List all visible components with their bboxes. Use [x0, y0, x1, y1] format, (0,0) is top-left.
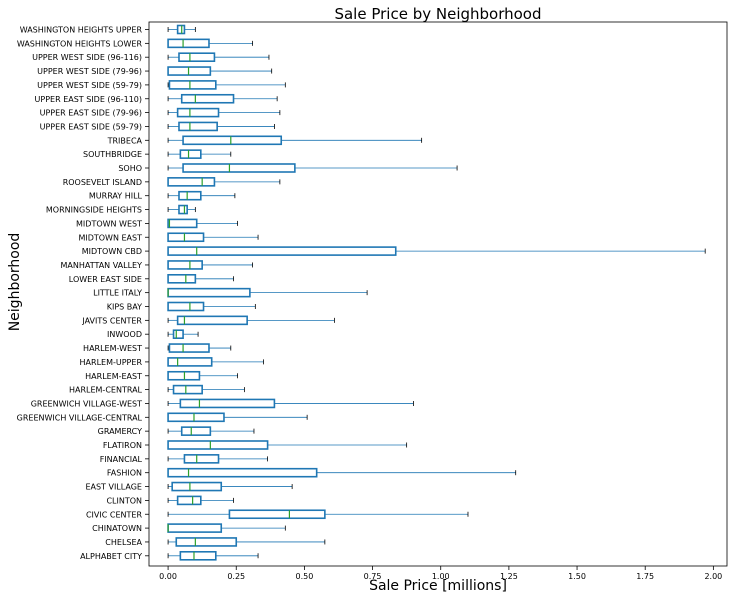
box [167, 412, 225, 423]
box [179, 550, 217, 561]
category-label: UPPER WEST SIDE (96-116) [32, 53, 142, 62]
x-tick-label: 0.75 [364, 572, 382, 581]
category-label: KIPS BAY [107, 303, 142, 312]
box [228, 509, 326, 520]
category-label: UPPER EAST SIDE (96-110) [35, 95, 142, 104]
x-tick-label: 2.00 [704, 572, 722, 581]
category-label: LOWER EAST SIDE [69, 275, 142, 284]
category-label: ROOSEVELT ISLAND [63, 178, 142, 187]
x-tick-label: 1.25 [500, 572, 518, 581]
box [167, 273, 197, 284]
x-tick-label: 0.00 [159, 572, 177, 581]
plot-area: 0.00 0.25 0.50 0.75 1.00 1.25 1.50 1.75 2.00 WASH… [17, 21, 728, 581]
box [172, 384, 203, 395]
box [167, 218, 198, 229]
category-label: FLATIRON [103, 441, 142, 450]
box [178, 204, 188, 215]
category-label: ALPHABET CITY [80, 552, 142, 561]
category-label: HARLEM-EAST [85, 372, 142, 381]
category-label: FASHION [107, 469, 142, 478]
box [178, 121, 218, 132]
category-label: HARLEM-UPPER [80, 358, 143, 367]
category-label: EAST VILLAGE [85, 483, 142, 492]
box [167, 467, 318, 478]
category-label: MIDTOWN CBD [82, 247, 142, 256]
box [182, 135, 283, 146]
box [168, 80, 217, 90]
category-label: CLINTON [106, 496, 142, 505]
box [178, 52, 216, 63]
category-label: HARLEM-CENTRAL [69, 386, 143, 395]
box [167, 370, 201, 381]
category-label: UPPER EAST SIDE (59-79) [40, 122, 142, 131]
category-label: WASHINGTON HEIGHTS LOWER [17, 39, 143, 48]
category-label: GRAMERCY [98, 427, 142, 436]
category-label: TRIBECA [107, 136, 143, 145]
axes-frame [148, 21, 728, 567]
box [176, 24, 186, 35]
x-tick-label: 1.50 [568, 572, 586, 581]
box [178, 190, 202, 201]
box [167, 246, 397, 256]
x-axis-title: Sale Price [millions] [369, 578, 507, 594]
category-label: MANHATTAN VALLEY [60, 261, 142, 270]
category-label: MIDTOWN EAST [78, 233, 142, 242]
box [167, 66, 212, 76]
category-label: SOHO [118, 164, 142, 173]
box [167, 232, 205, 243]
x-tick-label: 1.00 [432, 572, 450, 581]
category-label: UPPER WEST SIDE (79-96) [37, 67, 142, 76]
box [172, 329, 184, 340]
category-label: JAVITS CENTER [81, 316, 142, 325]
category-label: MORNINGSIDE HEIGHTS [46, 206, 142, 215]
category-label: GREENWICH VILLAGE-CENTRAL [17, 413, 143, 422]
category-label: LITTLE ITALY [93, 289, 142, 298]
category-label: FINANCIAL [100, 455, 143, 464]
x-tick-label: 1.75 [636, 572, 654, 581]
category-label: CIVIC CENTER [86, 510, 142, 519]
box [179, 398, 276, 409]
category-label: MURRAY HILL [89, 192, 143, 201]
box [167, 260, 203, 270]
box [179, 149, 202, 159]
category-label: CHINATOWN [92, 524, 142, 533]
box [171, 481, 223, 492]
category-label: GREENWICH VILLAGE-WEST [31, 399, 142, 408]
box [168, 343, 210, 353]
box [176, 107, 220, 118]
x-tick-label: 0.50 [295, 572, 313, 581]
category-label: UPPER WEST SIDE (59-79) [37, 81, 142, 90]
box [167, 177, 216, 187]
y-axis-title: Neighborhood [7, 233, 23, 332]
category-label: MIDTOWN WEST [76, 219, 142, 228]
category-label: CHELSEA [105, 538, 142, 547]
chart-title: Sale Price by Neighborhood [334, 5, 541, 23]
box [182, 163, 296, 173]
box [167, 287, 251, 298]
category-label: SOUTHBRIDGE [83, 150, 142, 159]
x-tick-label: 0.25 [227, 572, 245, 581]
box [175, 537, 238, 547]
box [183, 454, 220, 464]
box [180, 426, 212, 436]
box [167, 523, 223, 533]
category-label: HARLEM-WEST [83, 344, 142, 353]
box [167, 38, 210, 49]
box [167, 301, 205, 312]
box [180, 93, 235, 104]
box [167, 440, 269, 450]
category-label: UPPER EAST SIDE (79-96) [40, 109, 142, 118]
box [167, 357, 213, 367]
category-label: WASHINGTON HEIGHTS UPPER [20, 26, 143, 35]
box [176, 495, 202, 506]
box [176, 315, 248, 326]
category-label: INWOOD [107, 330, 142, 339]
